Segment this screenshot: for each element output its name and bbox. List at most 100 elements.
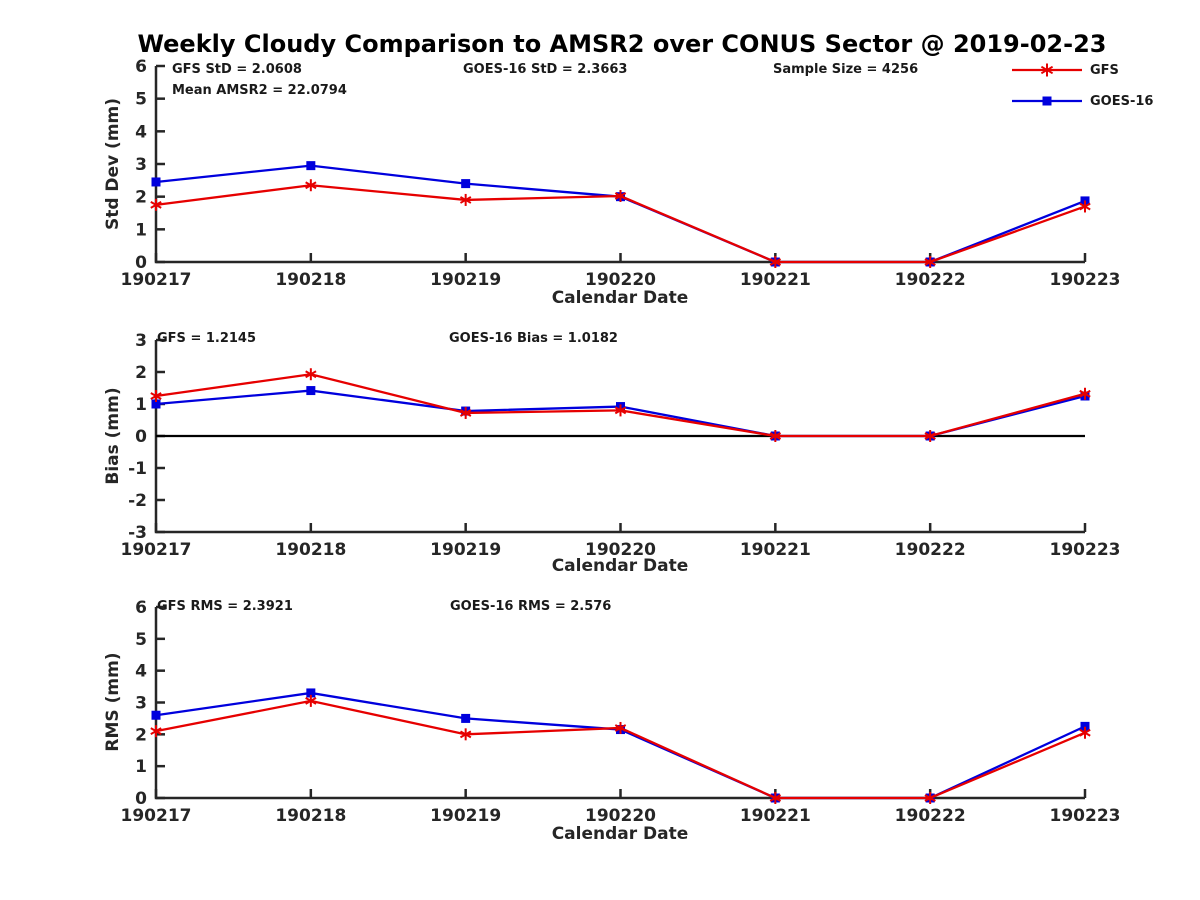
x-tick-label: 190218: [275, 540, 346, 560]
asterisk-marker: [769, 258, 782, 266]
legend: GFS GOES-16: [1012, 62, 1153, 109]
x-axis-label-3: Calendar Date: [551, 824, 689, 844]
x-tick-label: 190223: [1050, 806, 1121, 826]
asterisk-marker: [614, 724, 627, 732]
asterisk-marker: [459, 730, 472, 739]
chart-title: Weekly Cloudy Comparison to AMSR2 over C…: [137, 30, 1107, 58]
square-marker: [461, 179, 471, 189]
y-tick-label: 0: [135, 789, 147, 809]
y-tick-label: -1: [128, 459, 147, 479]
x-tick-label: 190218: [275, 806, 346, 826]
x-tick-label: 190221: [740, 806, 811, 826]
x-tick-label: 190220: [585, 270, 656, 290]
legend-entry-goes16: GOES-16: [1012, 93, 1153, 109]
asterisk-marker: [924, 258, 936, 266]
data-line-gfs: [155, 699, 1086, 800]
axis-spines: [154, 607, 1085, 800]
asterisk-marker: [459, 196, 472, 204]
asterisk-marker: [924, 432, 936, 440]
legend-entry-gfs: GFS: [1012, 62, 1153, 78]
x-tick-label: 190219: [430, 806, 501, 826]
square-marker: [151, 399, 161, 409]
y-tick-label: 3: [135, 155, 147, 175]
y-tick-label: 1: [135, 395, 147, 415]
gfs-line-asterisk-icon: [1012, 63, 1082, 77]
x-axis-label-1: Calendar Date: [551, 288, 689, 308]
asterisk-marker: [1079, 389, 1091, 398]
y-tick-label: 4: [135, 122, 147, 142]
x-tick-label: 190222: [895, 270, 966, 290]
annotation-goes16-std: GOES-16 StD = 2.3663: [463, 62, 628, 77]
y-tick-label: 0: [135, 253, 147, 273]
y-tick-label: 6: [135, 57, 147, 77]
square-marker: [461, 713, 471, 723]
square-marker: [306, 688, 316, 698]
asterisk-marker: [150, 200, 162, 209]
y-tick-label: 0: [135, 427, 147, 447]
square-marker: [306, 386, 316, 396]
y-tick-label: -3: [128, 523, 147, 543]
x-axis-label-2: Calendar Date: [551, 556, 689, 576]
y-tick-label: 1: [135, 757, 147, 777]
square-marker: [1080, 721, 1090, 731]
y-tick-label: 4: [135, 662, 147, 682]
asterisk-marker: [614, 406, 627, 415]
data-line-goes-16: [155, 691, 1086, 800]
y-tick-label: 1: [135, 220, 147, 240]
x-tick-label: 190220: [585, 540, 656, 560]
asterisk-marker: [305, 181, 317, 190]
annotation-sample-size: Sample Size = 4256: [773, 62, 919, 77]
annotation-gfs-rms: GFS RMS = 2.3921: [157, 599, 293, 614]
annotation-gfs-bias: GFS = 1.2145: [157, 331, 257, 346]
y-tick-label: 3: [135, 331, 147, 351]
square-marker: [306, 161, 316, 171]
x-tick-label: 190217: [121, 806, 192, 826]
annotation-mean-amsr2: Mean AMSR2 = 22.0794: [172, 83, 347, 98]
y-tick-label: 2: [135, 188, 147, 208]
asterisk-marker: [305, 697, 317, 705]
asterisk-marker: [1079, 728, 1091, 737]
y-axis-label-rms: RMS (mm): [103, 652, 123, 752]
asterisk-marker: [1079, 202, 1091, 211]
y-axis-label-stddev: Std Dev (mm): [103, 97, 123, 231]
square-marker: [151, 710, 161, 720]
y-tick-label: -2: [128, 491, 147, 511]
x-tick-label: 190217: [121, 540, 192, 560]
goes16-line-square-icon: [1012, 96, 1082, 106]
x-tick-label: 190223: [1050, 540, 1121, 560]
x-tick-label: 190223: [1050, 270, 1121, 290]
asterisk-marker: [459, 409, 472, 417]
asterisk-marker: [305, 370, 317, 379]
legend-label-gfs: GFS: [1090, 62, 1119, 78]
x-tick-label: 190221: [740, 270, 811, 290]
y-tick-label: 2: [135, 725, 147, 745]
data-line-goes-16: [155, 164, 1086, 264]
asterisk-marker: [769, 432, 782, 440]
x-tick-label: 190219: [430, 270, 501, 290]
y-axis-label-bias: Bias (mm): [103, 387, 123, 485]
annotation-gfs-std: GFS StD = 2.0608: [172, 62, 302, 77]
x-tick-label: 190222: [895, 540, 966, 560]
x-tick-label: 190220: [585, 806, 656, 826]
asterisk-marker: [614, 192, 627, 200]
x-tick-label: 190217: [121, 270, 192, 290]
asterisk-marker: [150, 392, 162, 400]
asterisk-marker: [924, 794, 936, 802]
y-tick-label: 6: [135, 598, 147, 618]
annotation-goes16-rms: GOES-16 RMS = 2.576: [450, 599, 612, 614]
x-tick-label: 190219: [430, 540, 501, 560]
asterisk-marker: [150, 727, 162, 736]
x-tick-label: 190221: [740, 540, 811, 560]
y-tick-label: 3: [135, 694, 147, 714]
y-tick-label: 2: [135, 363, 147, 383]
annotation-goes16-bias: GOES-16 Bias = 1.0182: [449, 331, 618, 346]
asterisk-marker: [769, 794, 782, 802]
y-tick-label: 5: [135, 90, 147, 110]
x-tick-label: 190222: [895, 806, 966, 826]
legend-label-goes16: GOES-16: [1090, 93, 1154, 109]
y-tick-label: 5: [135, 630, 147, 650]
x-tick-label: 190218: [275, 270, 346, 290]
square-marker: [151, 177, 161, 187]
